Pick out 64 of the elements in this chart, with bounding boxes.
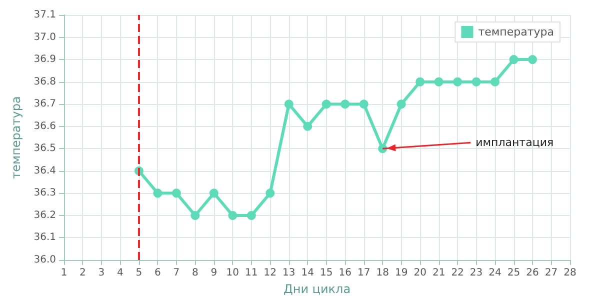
point <box>303 122 312 131</box>
point <box>322 100 331 109</box>
x-axis-title: Дни цикла <box>283 282 351 296</box>
point <box>528 55 538 64</box>
x-tick-label: 8 <box>192 268 198 278</box>
x-tick-label: 10 <box>226 268 240 278</box>
point <box>472 77 481 86</box>
x-tick-label: 27 <box>544 268 558 278</box>
point <box>359 100 368 109</box>
x-tick-label: 3 <box>98 268 105 278</box>
x-tick-label: 11 <box>245 268 258 278</box>
point <box>434 77 444 86</box>
x-tick-label: 16 <box>338 268 352 278</box>
x-tick-label: 28 <box>564 268 576 278</box>
point <box>209 188 218 198</box>
y-tick-label: 36.6 <box>34 120 56 132</box>
point <box>266 188 275 198</box>
x-tick-label: 7 <box>173 268 180 278</box>
x-tick-label: 4 <box>117 268 124 278</box>
point <box>340 100 350 109</box>
point <box>490 77 500 86</box>
x-tick-label: 21 <box>432 268 446 278</box>
y-tick-label: 36.2 <box>34 210 56 221</box>
point <box>246 210 256 220</box>
x-tick-label: 18 <box>376 268 389 278</box>
point <box>284 100 294 109</box>
x-tick-label: 1 <box>60 268 68 278</box>
y-tick-label: 36.7 <box>34 98 56 110</box>
y-tick-label: 36.9 <box>34 54 56 66</box>
point <box>509 55 518 64</box>
x-tick-label: 14 <box>301 268 314 278</box>
y-tick-label: 37.0 <box>34 32 56 43</box>
x-tick-label: 20 <box>414 268 426 278</box>
point <box>396 100 406 109</box>
y-tick-label: 37.1 <box>34 10 56 20</box>
point <box>416 77 425 86</box>
point <box>453 77 462 86</box>
x-tick-label: 13 <box>282 268 296 278</box>
y-tick-label: 36.4 <box>34 165 56 176</box>
y-tick-label: 36.3 <box>34 188 56 199</box>
y-tick-label: 36.0 <box>34 254 56 266</box>
annotation: имплантация <box>476 136 554 149</box>
y-tick-label: 36.8 <box>34 76 56 88</box>
point <box>172 188 181 198</box>
x-tick-label: 5 <box>136 268 142 278</box>
x-tick-label: 19 <box>394 268 408 278</box>
point <box>153 188 162 198</box>
x-tick-label: 12 <box>264 268 277 278</box>
x-tick-label: 23 <box>470 268 483 278</box>
x-tick-label: 2 <box>80 268 86 278</box>
legend-label: температура <box>478 26 554 38</box>
y-tick-label: 36.5 <box>34 143 56 154</box>
x-tick-label: 15 <box>320 268 333 278</box>
x-tick-label: 6 <box>154 268 161 278</box>
point <box>228 210 238 220</box>
x-tick-label: 9 <box>210 268 218 278</box>
x-tick-label: 24 <box>488 268 502 278</box>
x-tick-label: 22 <box>451 268 464 278</box>
y-tick-label: 36.1 <box>34 232 56 244</box>
y-axis-title: температура <box>9 96 23 179</box>
x-tick-label: 17 <box>357 268 370 278</box>
point <box>190 210 200 220</box>
x-tick-label: 26 <box>526 268 539 278</box>
x-tick-label: 25 <box>507 268 520 278</box>
